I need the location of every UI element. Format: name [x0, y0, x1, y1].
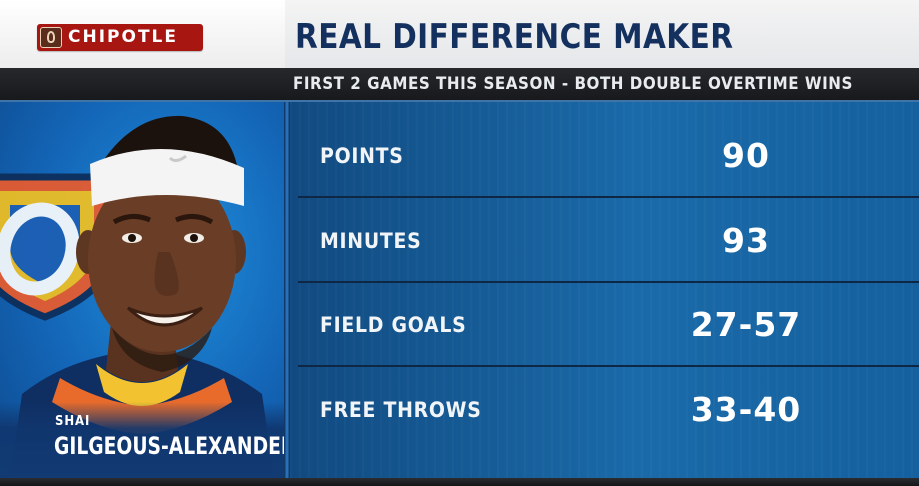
panel-divider — [284, 102, 290, 478]
sponsor-logo-text: CHIPOTLE — [68, 27, 178, 47]
player-last-name: GILGEOUS-ALEXANDER — [54, 432, 284, 460]
stat-label: POINTS — [320, 144, 404, 168]
player-name-plate — [0, 402, 284, 478]
stat-row-points: POINTS 90 — [290, 114, 919, 198]
chipotle-logo: CHIPOTLE — [37, 24, 203, 51]
chipotle-pepper-icon — [40, 27, 62, 48]
stat-label: FREE THROWS — [320, 398, 482, 422]
stat-value: 90 — [722, 136, 770, 175]
stat-value: 33-40 — [690, 390, 802, 429]
stat-row-minutes: MINUTES 93 — [290, 199, 919, 283]
header-banner: CHIPOTLE REAL DIFFERENCE MAKER — [0, 0, 919, 72]
stat-row-free-throws: FREE THROWS 33-40 — [290, 368, 919, 452]
graphic-subtitle: FIRST 2 GAMES THIS SEASON - BOTH DOUBLE … — [293, 74, 853, 94]
sponsor-block: CHIPOTLE — [0, 0, 285, 72]
okc-thunder-logo-icon — [0, 173, 114, 321]
stats-panel: POINTS 90 MINUTES 93 FIELD GOALS 27-57 F… — [290, 102, 919, 478]
player-panel: SHAI GILGEOUS-ALEXANDER — [0, 102, 284, 478]
stat-label: MINUTES — [320, 229, 422, 253]
player-first-name: SHAI — [55, 414, 91, 429]
bottom-strip — [0, 478, 919, 486]
subtitle-strip: FIRST 2 GAMES THIS SEASON - BOTH DOUBLE … — [0, 68, 919, 102]
graphic-title: REAL DIFFERENCE MAKER — [295, 17, 734, 57]
stat-value: 27-57 — [690, 305, 802, 344]
stat-label: FIELD GOALS — [320, 313, 467, 337]
stat-value: 93 — [722, 221, 770, 260]
stat-row-field-goals: FIELD GOALS 27-57 — [290, 283, 919, 367]
